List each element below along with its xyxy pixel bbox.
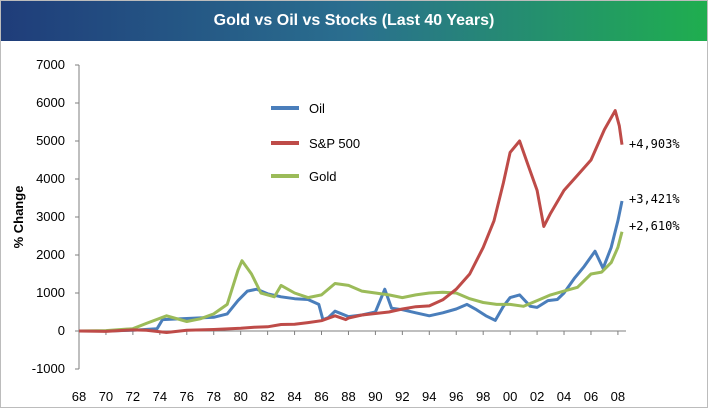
series-line-oil — [79, 200, 624, 333]
y-tick-label: -1000 — [32, 361, 65, 376]
x-tick-label: 70 — [99, 389, 113, 404]
end-label-s-p-500: +4,903% — [629, 137, 680, 151]
x-tick-label: 94 — [422, 389, 436, 404]
x-tick-label: 78 — [206, 389, 220, 404]
x-tick-label: 06 — [584, 389, 598, 404]
series-layer — [78, 109, 624, 334]
chart-title: Gold vs Oil vs Stocks (Last 40 Years) — [213, 12, 495, 29]
y-tick-label: 2000 — [36, 247, 65, 262]
end-labels: +3,421% +4,903% +2,610% — [629, 137, 680, 233]
x-tick-label: 04 — [557, 389, 571, 404]
legend-label-s-p-500: S&P 500 — [309, 136, 360, 151]
y-tick-label: 0 — [58, 323, 65, 338]
x-tick-label: 82 — [260, 389, 274, 404]
x-tick-label: 98 — [476, 389, 490, 404]
x-tick-label: 00 — [503, 389, 517, 404]
y-tick-label: 5000 — [36, 133, 65, 148]
axes: -1000 0 1000 2000 3000 4000 5000 6000 7000 68 70 72… — [11, 57, 626, 404]
x-tick-label: 84 — [287, 389, 301, 404]
legend-label-gold: Gold — [309, 169, 336, 184]
end-label-oil: +3,421% — [629, 192, 680, 206]
x-tick-label: 92 — [395, 389, 409, 404]
y-axis-title: % Change — [11, 186, 26, 249]
series-line-gold — [78, 231, 624, 333]
series-line-s-p-500 — [78, 109, 624, 334]
x-tick-label: 96 — [449, 389, 463, 404]
x-tick-label: 72 — [126, 389, 140, 404]
y-tick-label: 1000 — [36, 285, 65, 300]
x-tick-label: 74 — [153, 389, 167, 404]
title-bar: Gold vs Oil vs Stocks (Last 40 Years) — [1, 1, 707, 41]
x-tick-label: 76 — [180, 389, 194, 404]
legend: Oil S&P 500 Gold — [271, 101, 360, 184]
legend-label-oil: Oil — [309, 101, 325, 116]
y-tick-label: 6000 — [36, 95, 65, 110]
x-tick-label: 02 — [530, 389, 544, 404]
y-tick-label: 4000 — [36, 171, 65, 186]
y-tick-label: 7000 — [36, 57, 65, 72]
x-tick-label: 88 — [341, 389, 355, 404]
x-tick-label: 86 — [314, 389, 328, 404]
x-tick-label: 80 — [233, 389, 247, 404]
x-tick-label: 08 — [611, 389, 625, 404]
end-label-gold: +2,610% — [629, 219, 680, 233]
x-tick-label: 68 — [72, 389, 86, 404]
chart-plot: -1000 0 1000 2000 3000 4000 5000 6000 7000 68 70 72… — [11, 57, 680, 404]
y-tick-label: 3000 — [36, 209, 65, 224]
x-tick-label: 90 — [368, 389, 382, 404]
